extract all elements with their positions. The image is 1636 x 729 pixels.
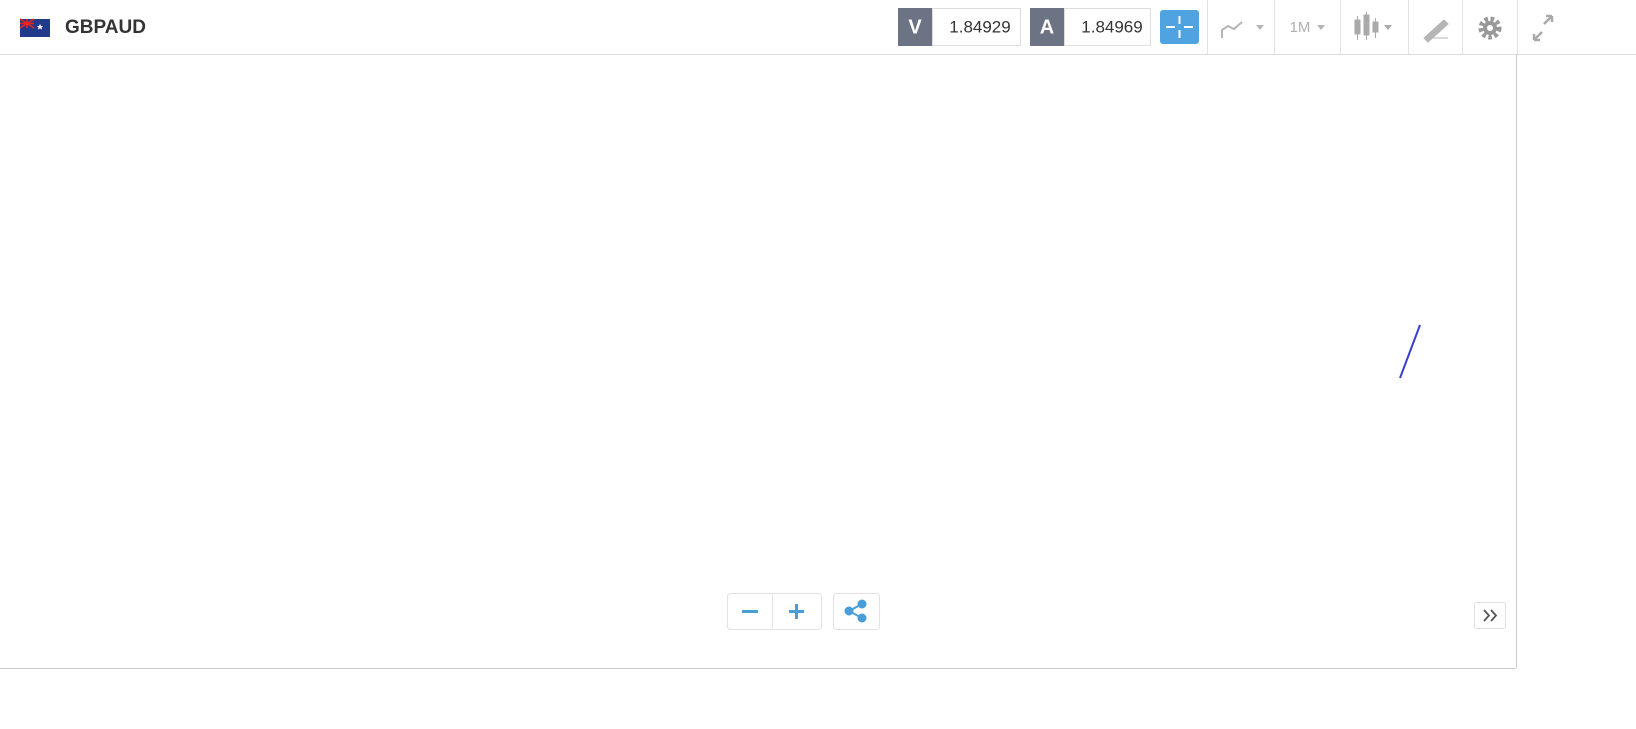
buy-label[interactable]: A xyxy=(1040,16,1054,38)
symbol: GBPAUD xyxy=(65,17,146,38)
buy-price-box[interactable] xyxy=(1064,8,1151,46)
sell-button[interactable] xyxy=(898,8,932,46)
toolbar xyxy=(0,0,1636,54)
sell-price-box[interactable] xyxy=(932,8,1021,46)
share-button[interactable] xyxy=(844,599,867,623)
buy-price[interactable]: 1.84969 xyxy=(1081,17,1142,36)
toolbar-separators xyxy=(1207,0,1518,54)
buy-button[interactable] xyxy=(1030,8,1064,46)
flag-icon xyxy=(19,18,50,37)
settings-icon[interactable] xyxy=(1478,16,1502,40)
sell-price[interactable]: 1.84929 xyxy=(949,17,1010,36)
sell-label[interactable]: V xyxy=(908,16,922,38)
chart-type-icon[interactable] xyxy=(1221,21,1264,38)
candle-type-icon[interactable] xyxy=(1354,12,1392,40)
trend-drawing xyxy=(1399,324,1421,379)
scroll-right-button[interactable] xyxy=(1474,602,1506,629)
crosshair-button[interactable] xyxy=(1160,10,1199,44)
timeframe-caret[interactable] xyxy=(1317,25,1325,30)
fullscreen-icon[interactable] xyxy=(1532,14,1554,42)
zoom-controls xyxy=(727,593,880,630)
zoom-in[interactable] xyxy=(789,604,804,619)
draw-icon[interactable] xyxy=(1423,19,1449,43)
timeframe[interactable]: 1M xyxy=(1290,19,1311,36)
